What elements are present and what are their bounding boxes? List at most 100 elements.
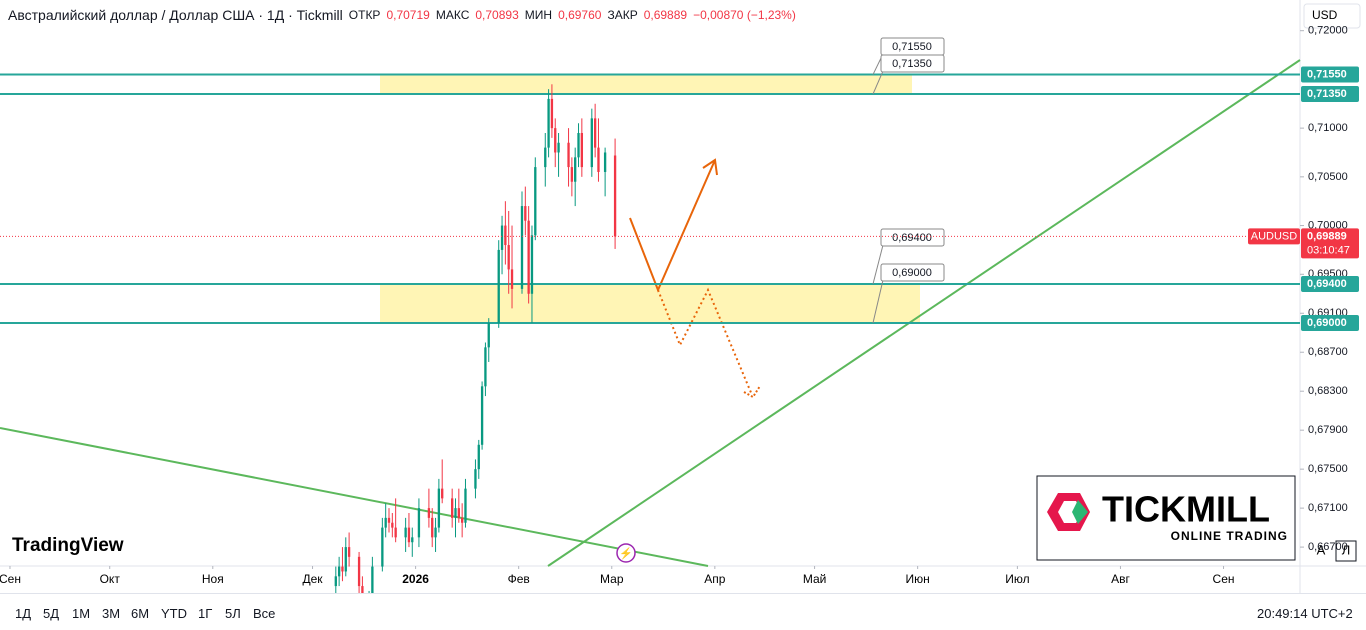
callout-stem (872, 70, 884, 95)
candle-body (384, 517, 387, 528)
candle-body (427, 508, 431, 518)
scale-button[interactable]: A (1317, 542, 1326, 557)
level-tag-label: 0,71350 (1307, 88, 1347, 100)
range-button[interactable]: 1М (72, 606, 91, 621)
x-tick-label: Апр (704, 572, 726, 586)
range-button[interactable]: 1Г (198, 606, 213, 621)
scale-button-frame (1335, 540, 1357, 562)
zone (380, 284, 920, 323)
candle-body (454, 508, 457, 518)
level-tag-label: 0,69000 (1307, 317, 1347, 329)
candle-body (337, 566, 341, 577)
candle-body (437, 488, 441, 528)
range-button[interactable]: Все (253, 606, 276, 621)
candle-body (577, 132, 580, 158)
candle-body (550, 98, 554, 129)
callout-label: 0,71550 (892, 41, 932, 53)
callout-stem (872, 279, 884, 324)
candle-body (504, 225, 507, 246)
value: 0,70893 (475, 8, 519, 22)
candle-body (411, 537, 414, 543)
value: 0,69760 (558, 8, 602, 22)
callout-box (880, 263, 945, 282)
range-button[interactable]: 5Л (225, 606, 241, 621)
callout-label: 0,69000 (892, 267, 932, 279)
y-tick-label: 0,72000 (1308, 25, 1348, 37)
x-tick-label: Сен (1213, 572, 1235, 586)
y-tick-label: 0,67500 (1308, 463, 1348, 475)
trend-line (0, 427, 709, 567)
candle-body (344, 547, 347, 572)
trend-line (547, 59, 1301, 567)
candle-body (381, 527, 384, 567)
candle-body (497, 249, 500, 323)
label: ОТКР (348, 8, 381, 22)
brand-mark (1072, 500, 1088, 524)
candle-body (407, 527, 411, 543)
event-icon-glyph: ⚡ (619, 547, 633, 560)
scale-button[interactable]: Л (1342, 542, 1351, 557)
forecast-dotted (657, 287, 753, 396)
value: 0,70719 (386, 8, 430, 22)
toolbar: 1Д 5Д 1М 3М 6М YTD 1Г 5Л Все 20:49:14 UTC+2 (0, 593, 1366, 630)
forecast-arrow (629, 159, 716, 293)
range-button[interactable]: 5Д (43, 606, 60, 621)
candle-body (391, 522, 394, 528)
candle-body (527, 220, 530, 294)
candle-body (451, 498, 454, 518)
event-icon[interactable] (616, 543, 636, 563)
x-tick-label: Окт (100, 572, 121, 586)
candle-body (347, 547, 351, 557)
candle-body (334, 576, 337, 587)
level-tag (1301, 314, 1359, 331)
currency-button[interactable] (1303, 3, 1361, 29)
candle-body (507, 245, 510, 270)
candle-body (394, 527, 397, 538)
level-tag-label: 0,69400 (1307, 278, 1347, 290)
symbol-tag (1248, 228, 1300, 245)
x-tick-label: Май (803, 572, 827, 586)
candle-body (431, 517, 434, 538)
candle-body (570, 167, 574, 182)
callout-label: 0,69400 (892, 232, 932, 244)
chart: ⚡ TradingView TICKMILL ONLINE TRADING US… (0, 0, 1366, 593)
clock: 20:49:14 UTC+2 (1257, 606, 1353, 621)
x-tick-label: Сен (0, 572, 21, 586)
price-tag-label: 0,69889 (1307, 230, 1347, 242)
callout-stem (872, 244, 884, 285)
range-button[interactable]: YTD (161, 606, 187, 621)
label: МАКС (435, 8, 470, 22)
label: ЗАКР (607, 8, 638, 22)
timer: 03:10:47 (1307, 244, 1350, 256)
level-tag (1301, 66, 1359, 83)
candle-body (544, 147, 547, 168)
level-tag-label: 0,71550 (1307, 68, 1347, 80)
candle-body (341, 566, 344, 572)
label: МИН (524, 8, 553, 22)
x-tick-label: Ноя (202, 572, 224, 586)
range-button[interactable]: 6М (131, 606, 150, 621)
range-button[interactable]: 3М (102, 606, 121, 621)
y-tick-label: 0,71000 (1308, 122, 1348, 134)
candle-body (500, 225, 504, 250)
value: 0,69889 (643, 8, 688, 22)
candle-body (464, 488, 467, 523)
level-tag (1301, 86, 1359, 103)
candle-body (597, 147, 600, 172)
candle-body (613, 155, 617, 237)
candle-body (477, 444, 480, 470)
arrow-head (743, 385, 761, 399)
x-tick-label: Июн (906, 572, 930, 586)
callout-label: 0,71350 (892, 58, 932, 70)
candle-body (590, 118, 593, 168)
range-button[interactable]: 1Д (15, 606, 32, 621)
candle-body (480, 386, 484, 445)
y-tick-label: 0,66700 (1308, 541, 1348, 553)
y-tick-label: 0,68300 (1308, 385, 1348, 397)
candle-body (474, 469, 477, 489)
arrow-head (702, 158, 718, 176)
change: −0,00870 (−1,23%) (693, 8, 796, 22)
symbol-tag-label: AUDUSD (1251, 230, 1298, 242)
title: Австралийский доллар / Доллар США · 1Д ·… (8, 7, 343, 23)
